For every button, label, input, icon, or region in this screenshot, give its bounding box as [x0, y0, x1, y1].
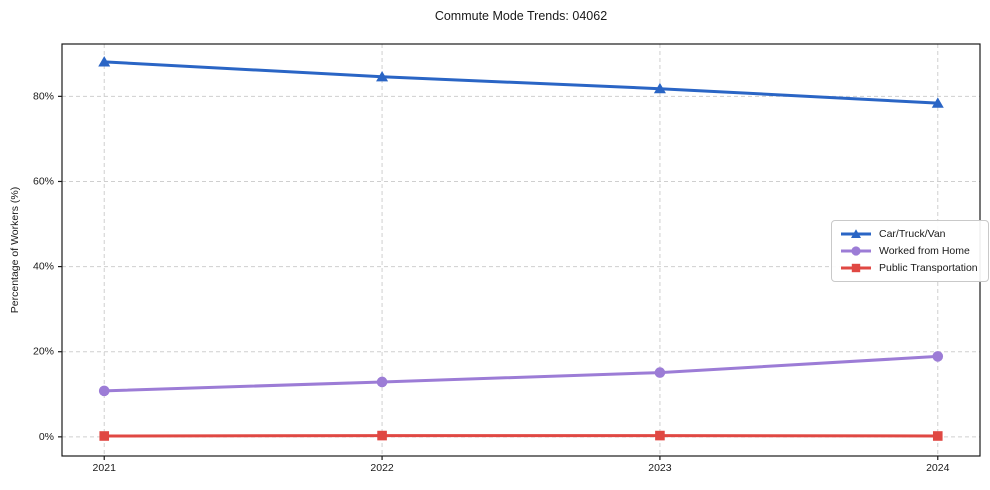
- data-point-marker: [99, 431, 110, 441]
- triangle-marker-icon: [841, 229, 871, 238]
- data-point-marker: [655, 430, 665, 441]
- x-tick-label: 2024: [926, 462, 950, 474]
- data-point-marker: [932, 351, 944, 362]
- chart-title: Commute Mode Trends: 04062: [434, 9, 608, 23]
- circle-marker-icon: [841, 246, 871, 256]
- square-marker-icon: [841, 263, 871, 273]
- data-point-marker: [377, 430, 387, 441]
- data-point-marker: [931, 97, 944, 108]
- data-point-marker: [98, 385, 110, 397]
- legend: Car/Truck/Van Worked from Home Public Tran…: [831, 220, 989, 282]
- legend-label: Public Transportation: [879, 262, 978, 274]
- y-tick-label: 60%: [33, 175, 54, 187]
- data-point-marker: [654, 367, 666, 378]
- x-tick-label: 2023: [648, 462, 672, 474]
- data-point-marker: [98, 56, 111, 67]
- y-tick-label: 40%: [33, 261, 54, 273]
- x-tick-label: 2022: [370, 462, 394, 474]
- series-line-car-truck-van: [102, 60, 940, 105]
- y-tick-label: 80%: [33, 90, 54, 102]
- legend-item-car-truck-van: Car/Truck/Van: [840, 227, 978, 241]
- data-point-marker: [932, 431, 943, 441]
- data-point-marker: [376, 70, 389, 82]
- y-tick-label: 20%: [33, 346, 54, 358]
- legend-item-public-transportation: Public Transportation: [840, 261, 978, 275]
- legend-label: Car/Truck/Van: [879, 228, 946, 240]
- legend-label: Worked from Home: [879, 245, 970, 257]
- y-tick-label: 0%: [39, 431, 54, 443]
- data-point-marker: [653, 82, 666, 94]
- series-line-worked-from-home: [102, 354, 940, 393]
- x-tick-label: 2021: [93, 462, 117, 474]
- data-point-marker: [376, 376, 388, 388]
- legend-item-worked-from-home: Worked from Home: [840, 244, 978, 258]
